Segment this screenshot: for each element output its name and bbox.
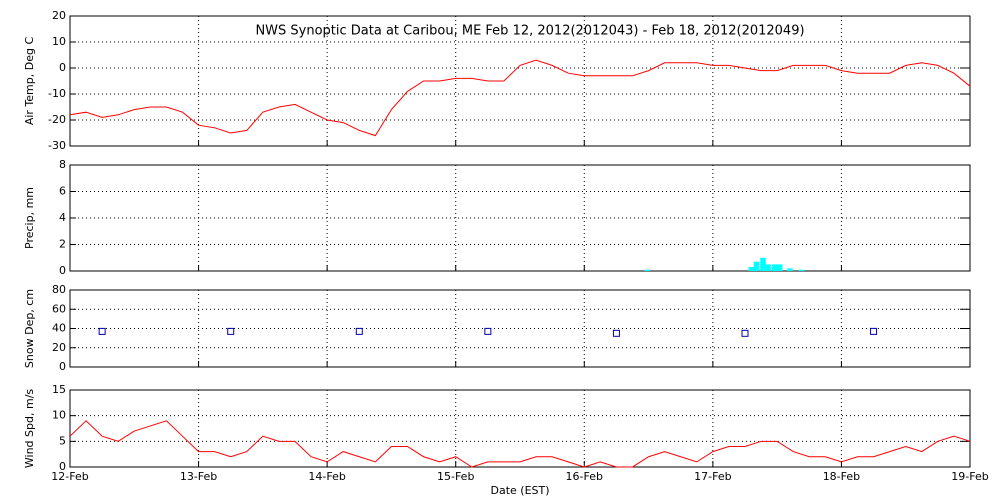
y-axis-label: Wind Spd, m/s <box>23 389 36 469</box>
y-axis-label: Air Temp, Deg C <box>23 37 36 126</box>
x-tick-label: 15-Feb <box>437 470 474 483</box>
y-tick-label: 6 <box>59 185 66 198</box>
x-tick-label: 12-Feb <box>51 470 88 483</box>
point <box>612 329 620 337</box>
bar <box>760 257 766 271</box>
y-tick-label: -20 <box>48 113 66 126</box>
y-tick-label: 8 <box>59 158 66 171</box>
point <box>870 327 878 335</box>
y-tick-label: 20 <box>52 341 66 354</box>
x-tick-label: 16-Feb <box>566 470 603 483</box>
data-line <box>69 59 971 137</box>
point <box>227 327 235 335</box>
y-tick-label: 15 <box>52 383 66 396</box>
x-axis-label: Date (EST) <box>490 484 549 497</box>
y-tick-label: 10 <box>52 409 66 422</box>
point <box>741 329 749 337</box>
x-tick-label: 17-Feb <box>694 470 731 483</box>
bar <box>771 264 778 271</box>
y-tick-label: 2 <box>59 238 66 251</box>
point <box>355 327 363 335</box>
y-tick-label: 0 <box>59 264 66 277</box>
y-tick-label: 5 <box>59 434 66 447</box>
y-tick-label: 0 <box>59 360 66 373</box>
y-tick-label: -10 <box>48 87 66 100</box>
x-tick-label: 13-Feb <box>180 470 217 483</box>
plot-frame <box>69 15 971 147</box>
y-tick-label: 20 <box>52 9 66 22</box>
bar <box>765 264 771 271</box>
bar <box>644 269 651 271</box>
y-tick-label: 80 <box>52 283 66 296</box>
data-line <box>69 420 971 468</box>
bar <box>787 268 793 271</box>
y-tick-label: 40 <box>52 322 66 335</box>
bar <box>748 267 755 271</box>
point <box>98 327 106 335</box>
plot-frame <box>69 389 971 468</box>
x-tick-label: 19-Feb <box>951 470 988 483</box>
y-tick-label: 0 <box>59 460 66 473</box>
bar <box>753 261 760 271</box>
x-tick-label: 18-Feb <box>823 470 860 483</box>
x-tick-label: 14-Feb <box>308 470 345 483</box>
chart-title: NWS Synoptic Data at Caribou, ME Feb 12,… <box>255 24 804 39</box>
y-tick-label: 4 <box>59 211 66 224</box>
y-tick-label: 0 <box>59 61 66 74</box>
bar <box>776 264 783 271</box>
bar <box>798 269 805 271</box>
point <box>484 327 492 335</box>
y-tick-label: 60 <box>52 302 66 315</box>
y-tick-label: -30 <box>48 139 66 152</box>
y-tick-label: 10 <box>52 35 66 48</box>
y-axis-label: Precip, mm <box>23 187 36 249</box>
y-axis-label: Snow Dep, cm <box>23 289 36 368</box>
